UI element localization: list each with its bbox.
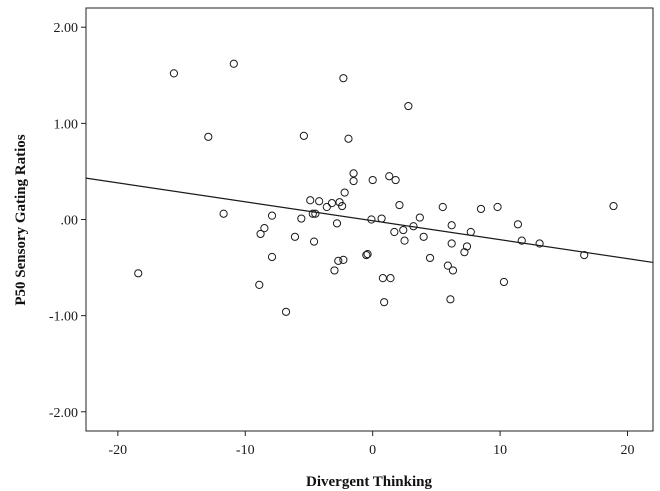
data-point [255, 280, 264, 289]
data-point [380, 298, 389, 307]
data-point [267, 211, 277, 220]
data-point [344, 134, 353, 143]
data-point [339, 255, 348, 264]
x-tick-label: -10 [236, 443, 255, 458]
x-tick-label: 10 [493, 443, 507, 458]
data-point [499, 277, 509, 287]
x-axis-title: Divergent Thinking [306, 474, 432, 490]
data-point [308, 209, 317, 218]
y-tick-label: 1.00 [54, 117, 79, 132]
data-point [338, 201, 347, 211]
data-point [462, 242, 472, 251]
y-axis: 2.00 1.00 .00 -1.00 -2.00 [49, 21, 86, 421]
data-point [267, 252, 277, 262]
data-point [309, 237, 319, 246]
data-point [493, 202, 502, 212]
data-point [297, 214, 306, 223]
data-point [476, 204, 486, 214]
data-point [306, 196, 315, 205]
data-point [447, 239, 456, 248]
data-point [204, 132, 213, 141]
data-point [339, 74, 348, 83]
data-point [256, 229, 265, 239]
regression-line [85, 177, 654, 264]
data-point [447, 221, 456, 230]
x-tick-label: 20 [621, 443, 635, 458]
data-point [367, 215, 376, 224]
data-point [443, 261, 452, 270]
data-point [219, 209, 228, 218]
data-point [446, 295, 455, 304]
data-point [229, 59, 238, 68]
data-point [349, 169, 358, 178]
data-point [299, 131, 308, 140]
data-point [535, 239, 544, 248]
y-tick-label: 2.00 [54, 21, 79, 36]
data-point [395, 200, 404, 210]
data-point [327, 199, 337, 208]
y-tick-label: .00 [61, 214, 79, 229]
data-point [322, 202, 331, 212]
y-axis-title: P50 Sensory Gating Ratios [13, 134, 29, 305]
data-point [385, 172, 394, 181]
data-point [513, 220, 523, 229]
data-point [390, 227, 399, 237]
y-tick-label: -2.00 [49, 406, 78, 421]
data-point [391, 175, 400, 185]
data-point [419, 232, 428, 241]
data-point [386, 274, 395, 283]
data-point [377, 214, 386, 223]
data-point [315, 197, 324, 206]
data-point [169, 69, 179, 78]
data-point [290, 232, 300, 241]
x-axis: -20 -10 0 10 20 [109, 431, 635, 458]
data-point [399, 225, 408, 235]
data-point [340, 188, 349, 197]
data-point [609, 201, 618, 211]
data-points [134, 59, 618, 316]
data-point [330, 266, 339, 275]
data-point [260, 224, 269, 233]
data-point [400, 236, 409, 245]
data-point [311, 209, 320, 218]
data-point [378, 274, 387, 283]
data-point [134, 269, 143, 278]
y-tick-label: -1.00 [49, 310, 78, 325]
data-point [409, 222, 418, 231]
data-point [517, 236, 526, 245]
data-point [438, 202, 447, 212]
x-tick-label: -20 [109, 443, 128, 458]
data-point [363, 250, 372, 259]
data-point [334, 256, 343, 265]
data-point [349, 176, 358, 186]
data-point [404, 101, 413, 111]
data-point [332, 219, 342, 228]
data-point [362, 250, 371, 260]
data-point [425, 253, 435, 263]
data-point [415, 213, 424, 222]
data-point [466, 227, 475, 237]
data-point [368, 175, 377, 185]
x-tick-label: 0 [369, 443, 376, 458]
data-point [448, 266, 458, 275]
data-point [281, 307, 291, 316]
data-point [580, 250, 589, 260]
